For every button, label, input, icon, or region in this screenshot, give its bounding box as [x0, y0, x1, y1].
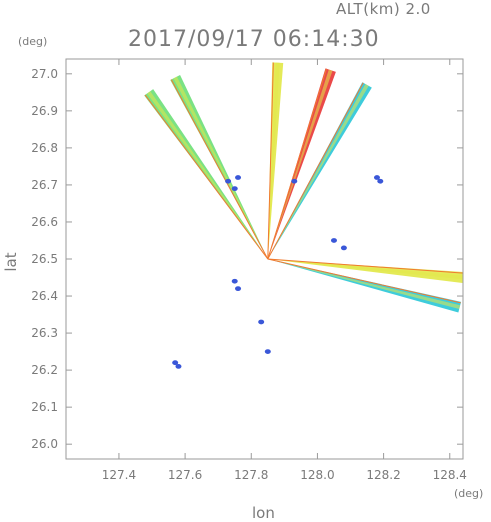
x-tick-label: 127.8: [234, 468, 268, 482]
echo-point: [225, 178, 232, 184]
echo-point: [377, 178, 384, 184]
beam-core: [267, 259, 464, 280]
echo-point: [175, 364, 182, 369]
radar-beam: [267, 62, 284, 260]
echo-point: [231, 186, 238, 192]
radar-beam: [267, 68, 336, 260]
x-tick-label: 128.2: [366, 468, 400, 482]
plot-frame: [65, 58, 464, 460]
beam-core: [147, 91, 268, 259]
radar-beam: [170, 75, 269, 260]
y-tick-label: 26.2: [31, 363, 58, 377]
echo-point: [258, 319, 265, 325]
echo-point: [291, 178, 298, 184]
y-tick-label: 26.8: [31, 141, 58, 155]
beam-edge: [170, 79, 269, 260]
chart-title-timestamp: 2017/09/17 06:14:30: [128, 27, 380, 52]
y-tick-label: 26.7: [31, 178, 58, 192]
beam-wedge: [267, 82, 372, 259]
y-tick-label: 26.9: [31, 104, 58, 118]
beam-core: [267, 259, 461, 310]
beam-wedge: [267, 68, 336, 260]
y-tick-label: 26.3: [31, 326, 58, 340]
echo-point: [330, 238, 337, 243]
beam-wedge: [267, 259, 462, 313]
radar-beam: [267, 258, 464, 283]
y-tick-label: 26.6: [31, 215, 58, 229]
y-tick-label: 26.4: [31, 289, 58, 303]
x-tick-label: 128.0: [300, 468, 334, 482]
echo-point: [340, 245, 347, 251]
x-tick-label: 127.4: [102, 468, 136, 482]
echo-point: [172, 360, 179, 366]
echo-point: [235, 286, 242, 292]
axis-ticks: 127.4 127.6 127.8 128.0 128.2 128.4 26.0 26.1 26…: [31, 59, 467, 482]
y-tick-label: 26.1: [31, 400, 58, 414]
x-axis-unit: (deg): [454, 487, 484, 500]
beam-edge: [267, 68, 327, 260]
altitude-label: ALT(km) 2.0: [336, 0, 431, 18]
radar-beam: [144, 89, 269, 260]
y-tick-label: 26.0: [31, 437, 58, 451]
beam-core: [267, 83, 369, 259]
beam-edge: [267, 62, 274, 260]
radar-beam: [267, 258, 462, 313]
beam-core: [173, 76, 268, 259]
beam-edge: [267, 258, 464, 274]
beam-core: [267, 69, 333, 259]
echo-point: [231, 278, 238, 284]
beam-edge: [144, 94, 269, 260]
y-tick-label: 26.5: [31, 252, 58, 266]
y-tick-label: 27.0: [31, 67, 58, 81]
echo-point: [264, 349, 271, 354]
beam-edge: [267, 258, 461, 304]
y-axis-unit: (deg): [18, 35, 48, 48]
echo-point: [235, 175, 242, 180]
beam-core: [267, 62, 280, 259]
x-axis-label: lon: [252, 504, 275, 522]
chart-marks: [144, 62, 464, 369]
x-tick-label: 128.4: [433, 468, 467, 482]
echo-point: [373, 175, 380, 180]
beam-edge: [267, 82, 364, 260]
radar-beam: [267, 82, 372, 260]
beam-wedge: [267, 259, 464, 283]
x-tick-label: 127.6: [168, 468, 202, 482]
